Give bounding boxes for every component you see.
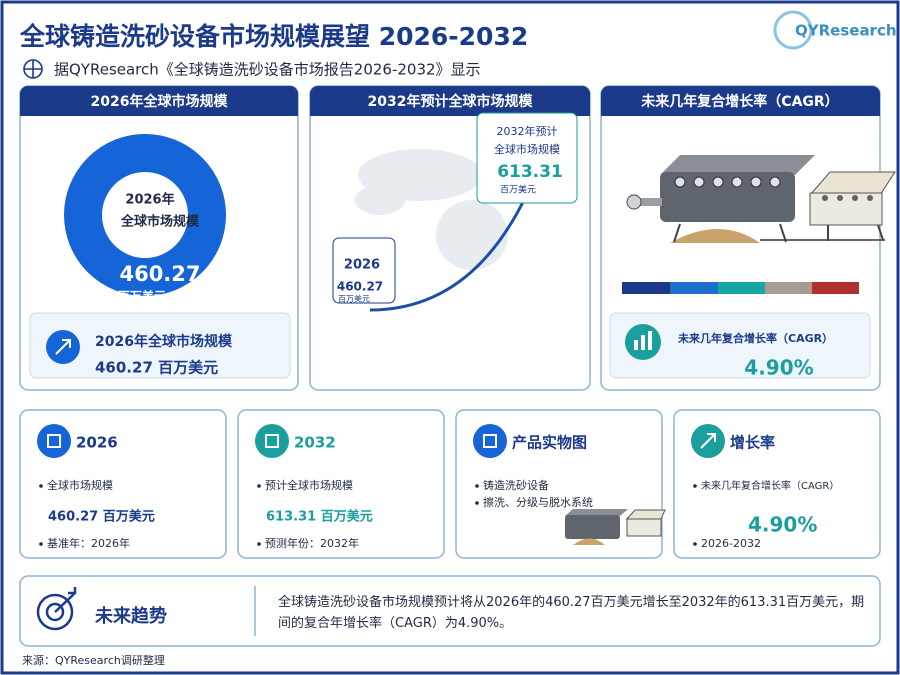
bullet — [475, 484, 479, 488]
panel-headers — [20, 86, 880, 116]
start-year: 2026 — [344, 258, 380, 273]
machine-small — [565, 509, 628, 516]
arrow-icon — [46, 330, 80, 364]
bullet — [39, 542, 43, 546]
card-icon-arrow — [700, 433, 716, 449]
card-item: 未来几年复合增长率（CAGR） — [701, 479, 839, 492]
info-box — [609, 312, 871, 379]
bullet — [257, 542, 261, 546]
end-unit: 百万美元 — [500, 184, 536, 196]
box-value: 460.27 百万美元 — [95, 359, 218, 377]
bar-icon — [625, 324, 661, 360]
end-line: 2032年预计 — [497, 124, 558, 138]
panel-title: 未来几年复合增长率（CAGR） — [641, 93, 838, 110]
trend-box — [19, 575, 881, 647]
card — [19, 409, 227, 559]
logo-text: QYResearch — [795, 22, 897, 40]
machine-small — [626, 517, 662, 537]
start-value: 460.27 — [337, 280, 383, 294]
card-item: 擦洗、分级与脱水系统 — [483, 495, 593, 509]
card-icon-square — [47, 434, 61, 448]
globe-icon — [23, 59, 43, 79]
map-shapes — [355, 149, 508, 270]
sand-small — [573, 538, 605, 545]
box-label: 2026年全球市场规模 — [95, 333, 233, 350]
color-strip — [622, 282, 859, 294]
card-note: 2026-2032 — [701, 537, 761, 550]
card-value: 4.90% — [748, 513, 817, 537]
source: 来源：QYResearch调研整理 — [22, 653, 165, 667]
card — [673, 409, 881, 559]
card-note: 预测年份：2032年 — [265, 536, 359, 550]
info-box — [29, 312, 291, 379]
donut-value: 460.27 — [119, 262, 200, 286]
card-title: 增长率 — [730, 434, 775, 452]
logo: QYResearch — [773, 10, 897, 50]
bullet — [693, 542, 697, 546]
card-value: 460.27 百万美元 — [48, 509, 155, 525]
card-item: 全球市场规模 — [47, 478, 113, 492]
machine-small — [625, 509, 666, 520]
donut — [64, 134, 226, 296]
title: 全球铸造洗砂设备市场规模展望 2026-2032 — [19, 22, 528, 51]
bullet — [693, 484, 697, 488]
bullet — [475, 501, 479, 505]
card-icon-square — [265, 434, 279, 448]
subtitle: 据QYResearch《全球铸造洗砂设备市场报告2026-2032》显示 — [54, 61, 481, 79]
card-icon — [255, 424, 289, 458]
machine-illustration — [626, 155, 896, 243]
donut-line: 全球市场规模 — [120, 214, 200, 230]
card-item: 预计全球市场规模 — [265, 478, 353, 492]
start-box — [332, 237, 396, 304]
panel-title: 2026年全球市场规模 — [91, 93, 229, 110]
box-label: 未来几年复合增长率（CAGR） — [677, 331, 833, 345]
growth-curve — [369, 197, 527, 312]
start-unit: 百万美元 — [338, 294, 370, 304]
card-title: 2032 — [294, 434, 336, 452]
end-line: 全球市场规模 — [494, 142, 560, 156]
end-value: 613.31 — [497, 162, 563, 182]
card-icon-square — [483, 434, 497, 448]
card-title: 产品实物图 — [512, 434, 587, 452]
box-value: 4.90% — [744, 356, 813, 380]
target-icon — [36, 587, 77, 631]
bullet — [257, 484, 261, 488]
panel-title: 2032年预计全球市场规模 — [368, 93, 534, 110]
end-box — [476, 112, 578, 204]
trend-title: 未来趋势 — [95, 605, 167, 627]
card-icon — [473, 424, 507, 458]
card-item: 铸造洗砂设备 — [483, 478, 549, 492]
bullet — [39, 484, 43, 488]
card-icon — [37, 424, 71, 458]
card-title: 2026 — [76, 434, 118, 452]
card — [237, 409, 445, 559]
card-note: 基准年：2026年 — [47, 536, 130, 550]
machine-small — [565, 515, 620, 539]
donut-unit: 百万美元 — [118, 289, 166, 304]
trend-text: 全球铸造洗砂设备市场规模预计将从2026年的460.27百万美元增长至2032年… — [278, 595, 865, 631]
donut-line: 2026年 — [125, 192, 174, 208]
card-value: 613.31 百万美元 — [266, 509, 373, 525]
